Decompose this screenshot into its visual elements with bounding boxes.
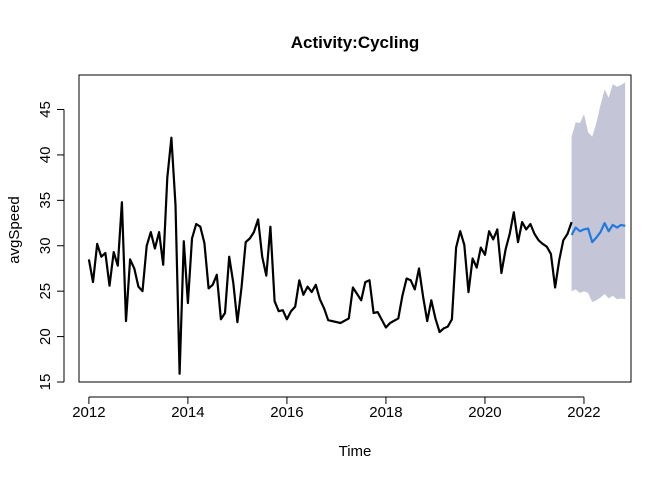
x-tick-label: 2014 — [171, 404, 204, 421]
y-axis-label: avgSpeed — [6, 196, 23, 264]
prediction-interval-band — [571, 82, 626, 303]
chart-title: Activity:Cycling — [291, 33, 419, 52]
y-tick-label: 25 — [37, 283, 54, 300]
forecast-series-layer — [570, 222, 626, 244]
y-tick-label: 15 — [37, 374, 54, 391]
x-tick-label: 2018 — [369, 404, 402, 421]
y-tick-label: 20 — [37, 328, 54, 345]
plot-frame — [78, 74, 632, 383]
y-axis: 15 20 25 30 35 40 45 — [37, 101, 65, 391]
y-tick-label: 45 — [37, 101, 54, 118]
x-axis-label: Time — [339, 443, 372, 460]
y-tick-label: 30 — [37, 237, 54, 254]
y-tick-label: 35 — [37, 192, 54, 209]
observed-series-line — [87, 136, 573, 375]
observed-series-layer — [87, 136, 573, 375]
x-tick-label: 2022 — [567, 404, 600, 421]
prediction-interval-layer — [571, 82, 626, 303]
x-tick-label: 2020 — [468, 404, 501, 421]
x-axis: 2012 2014 2016 2018 2020 2022 — [72, 396, 601, 421]
x-tick-label: 2016 — [270, 404, 303, 421]
x-tick-label: 2012 — [72, 404, 105, 421]
y-tick-label: 40 — [37, 147, 54, 164]
forecast-series-line — [570, 222, 626, 244]
